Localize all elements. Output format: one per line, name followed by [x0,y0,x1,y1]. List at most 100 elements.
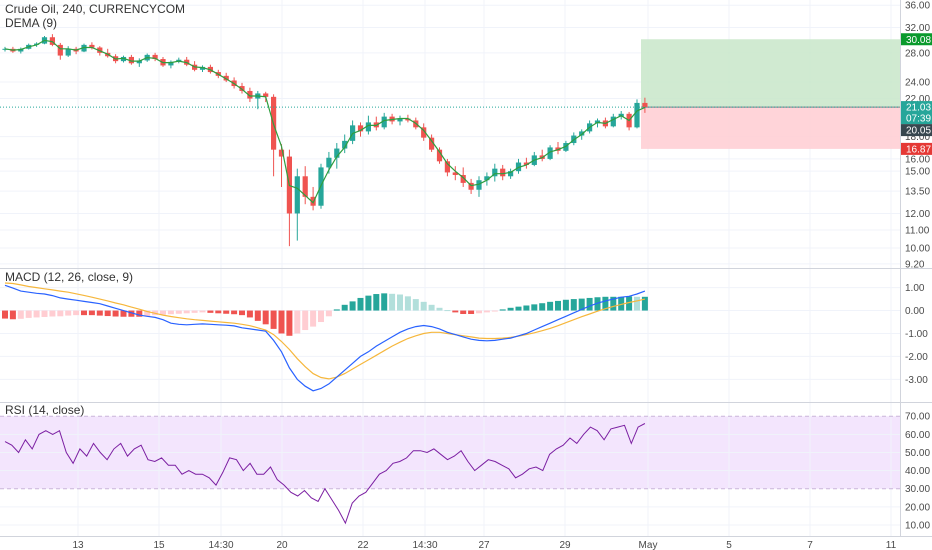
candle-body [484,176,490,181]
time-tick-label: May [639,540,658,550]
price-tag-box [901,142,932,155]
macd-histogram [2,293,648,336]
candle-body [468,182,474,190]
candle-body [81,44,87,52]
macd-tick-label: 1.00 [905,283,925,294]
macd-histogram-bar [586,297,593,311]
macd-histogram-bar [167,310,174,315]
macd-histogram-bar [578,298,585,311]
macd-histogram-bar [499,309,506,311]
candle-body [508,171,514,177]
candle-body [579,131,585,136]
candle-body [89,44,95,48]
price-tick-label: 10.00 [905,244,930,255]
candle-body [452,172,458,175]
macd-histogram-bar [96,310,103,316]
candle-body [444,161,450,173]
candle-body [334,148,340,158]
time-tick-label: 7 [807,540,813,550]
macd-histogram-bar [270,310,277,329]
macd-histogram-bar [246,310,253,318]
candle-body [199,66,206,70]
macd-histogram-bar [25,310,32,318]
macd-histogram-bar [73,310,80,316]
candle-body [120,56,127,62]
macd-histogram-bar [88,310,95,316]
macd-histogram-bar [183,310,190,314]
price-tag-box [901,33,932,46]
macd-histogram-bar [357,297,364,311]
macd-histogram-bar [112,310,119,317]
candle-body [278,149,285,157]
candle-body [397,118,403,122]
price-tick-label: 18.00 [905,132,930,143]
macd-line [4,284,646,392]
candle-body [128,56,134,64]
candle-body [49,37,55,45]
macd-histogram-bar [65,310,72,316]
macd-tick-label: -2.00 [905,352,928,363]
price-tick-label: 36.00 [905,1,930,12]
macd-histogram-bar [199,310,206,313]
macd-histogram-bar [515,306,522,311]
price-panel[interactable]: Crude Oil, 240, CURRENCYCOM DEMA (9) [0,0,900,268]
macd-histogram-bar [491,310,498,312]
candle-body [547,147,553,159]
candle-body [421,127,427,138]
time-tick-label: 13 [72,540,84,550]
symbol-title: Crude Oil, 240, CURRENCYCOM [5,2,185,16]
macd-histogram-bar [531,304,538,311]
rsi-panel[interactable]: RSI (14, close) [0,403,900,536]
macd-histogram-bar [468,310,475,314]
macd-histogram-bar [365,295,372,311]
macd-histogram-bar [310,310,317,327]
dema-label: DEMA (9) [5,16,57,30]
signal-line [4,282,646,380]
price-tick-label: 28.00 [905,48,930,59]
price-tick-label: 12.00 [905,209,930,220]
price-tag-label: 30.08 [906,35,931,46]
target-zone [641,39,900,108]
price-tick-label: 9.20 [905,259,925,270]
price-tick-label: 13.50 [905,187,930,198]
macd-histogram-bar [33,310,40,318]
candle-body [610,116,616,127]
macd-histogram-bar [618,296,625,311]
macd-histogram-bar [207,310,214,313]
macd-histogram-bar [460,310,467,314]
macd-histogram-bar [507,307,514,311]
candle-body [342,140,348,149]
price-tick-label: 32.00 [905,23,930,34]
macd-histogram-bar [602,296,609,311]
macd-tick-label: -3.00 [905,375,928,386]
time-axis[interactable]: 13 15 14:30 20 22 14:30 27 29 May 5 7 11 [72,540,896,550]
rsi-axis[interactable]: 70.00 60.00 50.00 40.00 30.00 20.00 10.00 [905,412,930,532]
price-tick-label: 16.00 [905,154,930,165]
candle-body [136,60,142,64]
macd-histogram-bar [215,310,222,314]
macd-histogram-bar [41,310,48,317]
macd-axis[interactable]: 1.00 0.00 -1.00 -2.00 -3.00 [905,283,928,386]
macd-panel[interactable]: MACD (12, 26, close, 9) [0,269,900,402]
candle-body [436,149,443,162]
position-zones [641,39,900,149]
rsi-tick-label: 30.00 [905,484,930,495]
macd-grid [0,269,900,402]
stop-zone [641,107,900,149]
candle-body [429,137,435,150]
macd-histogram-bar [594,297,601,311]
candle-body [642,102,648,108]
macd-histogram-bar [428,304,435,311]
macd-histogram-bar [555,300,561,311]
candle-body [405,118,411,121]
macd-histogram-bar [570,299,577,311]
rsi-grid [0,403,900,536]
macd-histogram-bar [562,299,569,311]
macd-histogram-bar [9,310,16,320]
price-axis[interactable]: 36.00 32.00 28.00 24.00 22.00 18.00 16.00 15.00… [905,1,930,271]
macd-histogram-bar [641,296,648,311]
time-tick-label: 14:30 [208,540,233,550]
macd-histogram-bar [81,310,87,316]
macd-histogram-bar [436,307,443,311]
